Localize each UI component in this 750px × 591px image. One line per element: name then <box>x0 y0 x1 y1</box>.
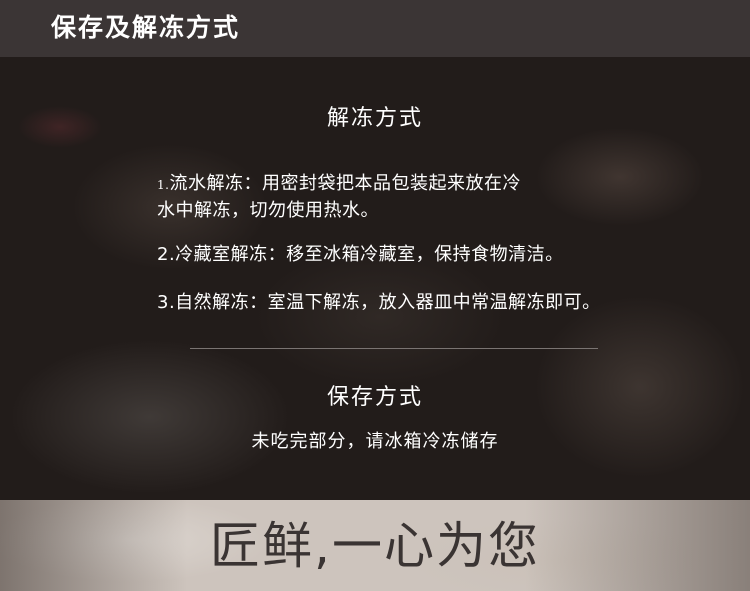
method-text-line1: 流水解冻：用密封袋把本品包装起来放在冷 <box>169 173 521 194</box>
thaw-method-1: 1.流水解冻：用密封袋把本品包装起来放在冷 水中解冻，切勿使用热水。 <box>157 171 597 224</box>
thaw-method-3: 3.自然解冻：室温下解冻，放入器皿中常温解冻即可。 <box>157 292 601 313</box>
method-number: 1. <box>157 178 170 192</box>
storage-instruction: 未吃完部分，请冰箱冷冻储存 <box>251 431 499 452</box>
storage-section-title: 保存方式 <box>326 385 423 410</box>
slogan-banner: 匠鲜,一心为您 <box>0 500 750 591</box>
section-divider <box>190 348 598 349</box>
page-title: 保存及解冻方式 <box>51 13 241 42</box>
method-text-line2: 水中解冻，切勿使用热水。 <box>157 200 379 221</box>
brand-slogan: 匠鲜,一心为您 <box>210 517 540 575</box>
thaw-method-2: 2.冷藏室解冻：移至冰箱冷藏室，保持食物清洁。 <box>157 244 564 265</box>
thaw-section-title: 解冻方式 <box>326 106 423 131</box>
header-bar: 保存及解冻方式 <box>0 0 750 57</box>
content-panel: 解冻方式 1.流水解冻：用密封袋把本品包装起来放在冷 水中解冻，切勿使用热水。 … <box>0 57 750 500</box>
